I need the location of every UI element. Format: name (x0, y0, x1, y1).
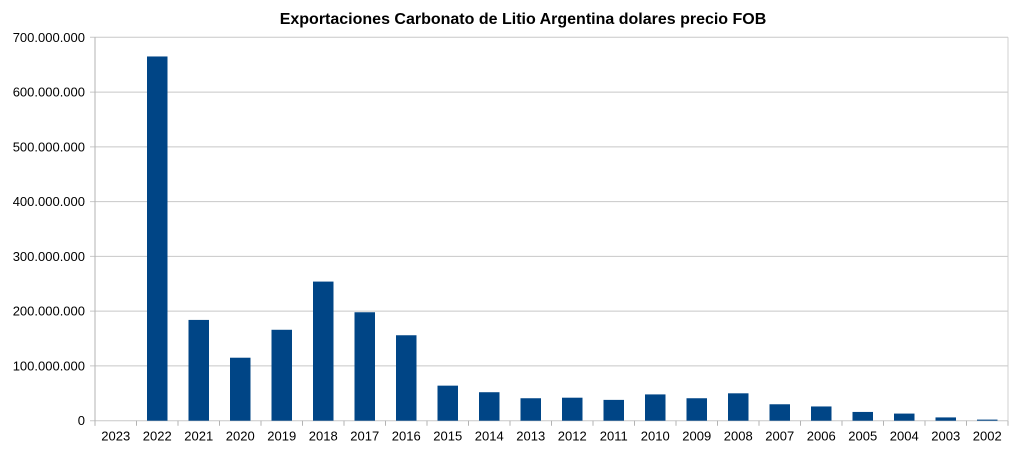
y-tick-label: 300.000.000 (13, 249, 85, 264)
x-tick-label: 2008 (724, 429, 753, 444)
x-tick-label: 2019 (267, 429, 296, 444)
bar-2006 (811, 406, 832, 421)
x-tick-label: 2016 (392, 429, 421, 444)
bar-2004 (894, 413, 915, 421)
x-tick-label: 2005 (848, 429, 877, 444)
y-tick-label: 400.000.000 (13, 194, 85, 209)
y-tick-label: 700.000.000 (13, 30, 85, 45)
x-tick-label: 2009 (682, 429, 711, 444)
bar-2008 (728, 393, 749, 421)
x-tick-label: 2004 (890, 429, 919, 444)
bar-2007 (769, 404, 790, 421)
x-tick-label: 2012 (558, 429, 587, 444)
bar-2005 (852, 411, 873, 421)
x-tick-label: 2002 (973, 429, 1002, 444)
bar-2013 (520, 398, 541, 421)
x-tick-label: 2014 (475, 429, 504, 444)
x-tick-label: 2010 (641, 429, 670, 444)
bar-2011 (603, 399, 624, 421)
y-tick-label: 600.000.000 (13, 85, 85, 100)
y-tick-label: 100.000.000 (13, 358, 85, 373)
x-tick-label: 2021 (184, 429, 213, 444)
x-tick-label: 2015 (433, 429, 462, 444)
x-tick-label: 2013 (516, 429, 545, 444)
bar-2010 (645, 394, 666, 421)
x-tick-label: 2007 (765, 429, 794, 444)
x-tick-label: 2011 (600, 429, 628, 444)
x-tick-label: 2018 (309, 429, 338, 444)
x-tick-label: 2017 (350, 429, 379, 444)
bar-2003 (935, 417, 956, 421)
bar-2009 (686, 398, 707, 421)
bar-2014 (479, 392, 500, 421)
bar-2016 (396, 335, 417, 421)
y-tick-label: 200.000.000 (13, 304, 85, 319)
x-tick-label: 2006 (807, 429, 836, 444)
y-tick-label: 0 (78, 413, 85, 428)
bar-2019 (271, 329, 292, 421)
x-tick-label: 2022 (143, 429, 172, 444)
bar-2018 (313, 281, 334, 421)
y-tick-label: 500.000.000 (13, 139, 85, 154)
chart-title: Exportaciones Carbonato de Litio Argenti… (280, 11, 767, 28)
bar-2022 (147, 56, 168, 421)
bar-2021 (188, 319, 209, 421)
x-tick-label: 2003 (931, 429, 960, 444)
bar-2012 (562, 397, 583, 421)
bar-2002 (977, 419, 998, 421)
x-tick-label: 2020 (226, 429, 255, 444)
bar-2020 (230, 357, 251, 421)
bar-2017 (354, 312, 375, 421)
x-tick-label: 2023 (101, 429, 130, 444)
bar-2015 (437, 385, 458, 421)
